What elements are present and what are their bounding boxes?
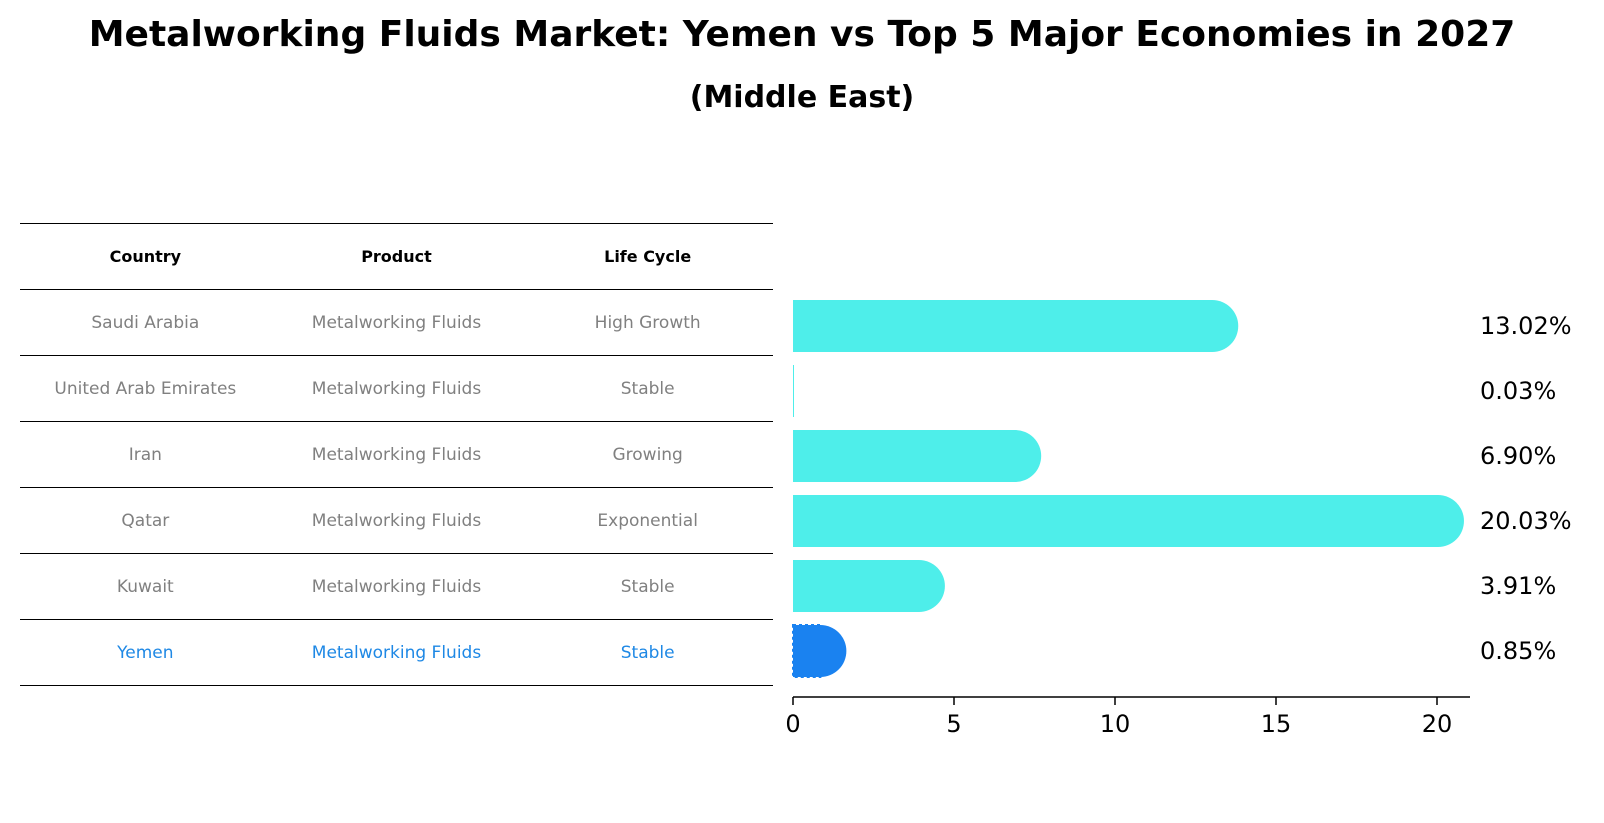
x-tick-label: 20 xyxy=(1422,710,1453,738)
table-row: Qatar Metalworking Fluids Exponential xyxy=(20,487,773,554)
table-row-highlighted: Yemen Metalworking Fluids Stable xyxy=(20,619,773,686)
table-row: United Arab Emirates Metalworking Fluids… xyxy=(20,355,773,422)
bar-body xyxy=(793,300,1213,352)
cell-product: Metalworking Fluids xyxy=(270,355,523,422)
bar xyxy=(793,495,1464,547)
cell-product: Metalworking Fluids xyxy=(270,619,523,686)
cell-product: Metalworking Fluids xyxy=(270,487,523,554)
data-label: 6.90% xyxy=(1480,442,1556,470)
header-country: Country xyxy=(20,223,271,290)
bar-body xyxy=(793,365,794,417)
data-label: 0.85% xyxy=(1480,637,1556,665)
bar-cap xyxy=(1411,495,1464,547)
table-header-row: Country Product Life Cycle xyxy=(20,223,773,290)
cell-life-cycle: Stable xyxy=(522,619,773,686)
cell-life-cycle: Exponential xyxy=(522,487,773,554)
cell-country: Iran xyxy=(20,421,271,488)
chart-title: Metalworking Fluids Market: Yemen vs Top… xyxy=(88,14,1516,55)
cell-life-cycle: Growing xyxy=(522,421,773,488)
table-row: Saudi Arabia Metalworking Fluids High Gr… xyxy=(20,289,773,356)
bar xyxy=(793,300,1239,352)
cell-country: Kuwait xyxy=(20,553,271,620)
header-product: Product xyxy=(270,223,523,290)
cell-life-cycle: High Growth xyxy=(522,289,773,356)
bar xyxy=(793,365,794,417)
cell-country: Saudi Arabia xyxy=(20,289,271,356)
bar-body xyxy=(793,495,1438,547)
cell-product: Metalworking Fluids xyxy=(270,421,523,488)
bar-cap xyxy=(989,430,1042,482)
data-label: 0.03% xyxy=(1480,377,1556,405)
x-tick-label: 15 xyxy=(1261,710,1292,738)
bar xyxy=(792,624,847,678)
x-tick-label: 5 xyxy=(946,710,961,738)
cell-product: Metalworking Fluids xyxy=(270,553,523,620)
x-tick-label: 10 xyxy=(1100,710,1131,738)
info-table: Country Product Life Cycle Saudi Arabia … xyxy=(20,223,773,686)
chart-subtitle: (Middle East) xyxy=(689,80,915,115)
header-life-cycle: Life Cycle xyxy=(522,223,773,290)
table-row: Iran Metalworking Fluids Growing xyxy=(20,421,773,488)
data-label: 3.91% xyxy=(1480,572,1556,600)
x-tick-label: 0 xyxy=(785,710,800,738)
table-row: Kuwait Metalworking Fluids Stable xyxy=(20,553,773,620)
data-label: 13.02% xyxy=(1480,312,1572,340)
cell-country: United Arab Emirates xyxy=(20,355,271,422)
cell-country: Yemen xyxy=(20,619,271,686)
cell-country: Qatar xyxy=(20,487,271,554)
bar-cap xyxy=(794,625,847,677)
bar xyxy=(793,560,945,612)
bar-cap xyxy=(892,560,945,612)
bar xyxy=(793,430,1042,482)
data-label: 20.03% xyxy=(1480,507,1572,535)
cell-life-cycle: Stable xyxy=(522,553,773,620)
cell-product: Metalworking Fluids xyxy=(270,289,523,356)
cell-life-cycle: Stable xyxy=(522,355,773,422)
bar-body xyxy=(793,430,1016,482)
bar-cap xyxy=(1186,300,1239,352)
